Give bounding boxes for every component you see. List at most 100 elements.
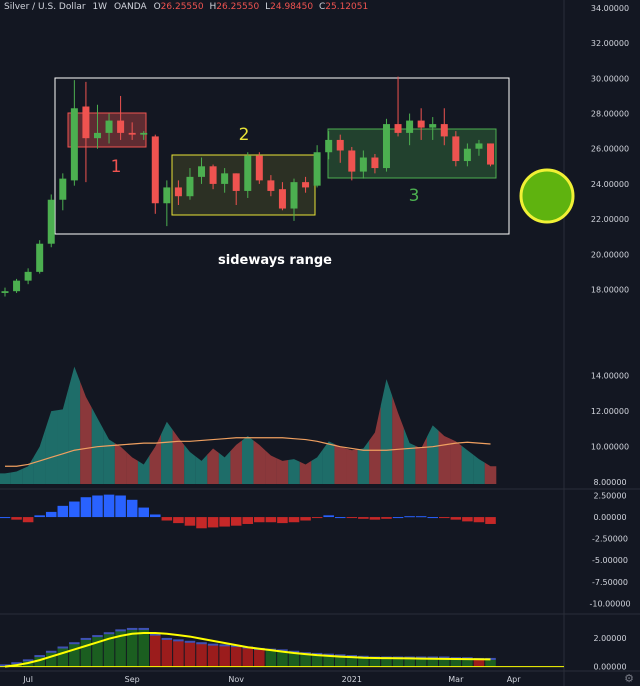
histogram-bar <box>150 635 161 667</box>
time-axis-label: Nov <box>228 675 244 684</box>
high-value: 26.25550 <box>216 2 260 12</box>
candle-body[interactable] <box>302 182 310 188</box>
sideways-range-box[interactable] <box>54 77 510 235</box>
oscillator-bar <box>439 517 450 519</box>
candle-body[interactable] <box>290 182 298 209</box>
candle-body[interactable] <box>198 166 206 177</box>
histogram-cap <box>415 656 427 659</box>
candle-body[interactable] <box>452 136 460 162</box>
candle-body[interactable] <box>186 176 194 197</box>
oscillator-bar <box>11 517 22 520</box>
histogram-cap <box>184 640 196 643</box>
candle-body[interactable] <box>82 106 90 139</box>
histogram-cap <box>11 662 22 665</box>
candle-body[interactable] <box>13 280 21 292</box>
oscillator-bar <box>265 517 277 523</box>
candle-body[interactable] <box>406 120 414 133</box>
time-axis-label: Sep <box>125 675 140 684</box>
histogram-cap <box>22 659 34 662</box>
candle-body[interactable] <box>1 291 9 293</box>
candle-body[interactable] <box>36 243 44 272</box>
histogram-cap <box>69 642 80 645</box>
candle-body[interactable] <box>371 157 379 169</box>
histogram-cap <box>126 627 138 630</box>
histogram-cap <box>34 655 45 658</box>
candle-body[interactable] <box>429 124 437 128</box>
candle-body[interactable] <box>313 152 321 186</box>
candle-body[interactable] <box>128 132 136 135</box>
oscillator-bar <box>323 515 334 518</box>
candle-body[interactable] <box>325 139 333 153</box>
candle-body[interactable] <box>117 120 125 133</box>
candle-body[interactable] <box>105 120 113 133</box>
candle-body[interactable] <box>348 150 356 172</box>
candle-body[interactable] <box>174 187 182 197</box>
histogram-bar <box>415 658 427 667</box>
candle-body[interactable] <box>244 155 252 191</box>
volume-area-segment <box>241 436 254 484</box>
settings-gear-icon[interactable]: ⚙ <box>624 672 634 685</box>
volume-area-segment <box>426 425 439 484</box>
candle-body[interactable] <box>232 173 240 191</box>
sideways-range-label: sideways range <box>218 253 332 268</box>
candle-body[interactable] <box>417 120 425 128</box>
target-circle[interactable] <box>519 168 575 224</box>
histogram-bar <box>334 655 346 667</box>
chart-header: Silver / U.S. Dollar 1W OANDA O26.25550 … <box>4 2 371 12</box>
candle-body[interactable] <box>487 143 495 165</box>
histogram-bar <box>230 646 242 667</box>
volume-area-segment <box>22 456 34 484</box>
volume-area-segment <box>438 430 451 484</box>
volume-area-segment <box>299 460 312 484</box>
candle-body[interactable] <box>24 271 32 281</box>
histogram-bar <box>92 636 103 667</box>
candle-body[interactable] <box>163 187 171 204</box>
candle-body[interactable] <box>382 124 390 169</box>
candle-body[interactable] <box>93 132 101 139</box>
candle-body[interactable] <box>278 189 286 209</box>
volume-area-segment <box>137 455 150 484</box>
symbol-title[interactable]: Silver / U.S. Dollar <box>4 2 86 12</box>
candle-body[interactable] <box>221 173 229 184</box>
volume-area-segment <box>230 440 242 484</box>
histogram-bar <box>404 658 415 667</box>
price-axis-label: 22.00000 <box>591 215 629 224</box>
candle-body[interactable] <box>59 178 67 200</box>
oscillator-bar <box>473 517 485 523</box>
candle-body[interactable] <box>359 157 367 172</box>
volume-area-segment <box>114 443 127 484</box>
candle-body[interactable] <box>394 124 402 133</box>
histogram-bar <box>69 643 80 667</box>
candle-body[interactable] <box>151 136 159 204</box>
interval-label[interactable]: 1W <box>92 2 108 12</box>
candle-body[interactable] <box>267 180 275 191</box>
oscillator-bar <box>0 517 11 519</box>
candle-body[interactable] <box>209 166 217 184</box>
histogram-bar <box>427 658 438 667</box>
candle-body[interactable] <box>336 139 344 151</box>
volume-area-segment <box>57 388 69 484</box>
volume-area-segment <box>172 429 185 484</box>
oscillator-bar <box>381 517 392 519</box>
histogram-bar <box>184 642 196 667</box>
histogram-bar <box>439 658 450 667</box>
low-value: 24.98450 <box>270 2 314 12</box>
histogram-bar <box>115 630 126 667</box>
candle-body[interactable] <box>70 108 78 181</box>
candle-body[interactable] <box>463 148 471 162</box>
candle-body[interactable] <box>140 132 148 135</box>
candle-body[interactable] <box>475 143 483 149</box>
volume-area-segment <box>68 366 81 484</box>
oscillator-bar <box>242 517 254 524</box>
candle-body[interactable] <box>440 124 448 137</box>
volume-area-segment <box>33 428 46 484</box>
candle-body[interactable] <box>255 155 263 181</box>
candle-body[interactable] <box>47 199 55 244</box>
oscillator-bar <box>311 517 323 519</box>
histogram-bar <box>103 633 115 667</box>
oscillator-bar <box>450 517 462 520</box>
volume-area-segment <box>288 459 300 484</box>
histogram-cap <box>115 629 126 632</box>
histogram-cap <box>0 664 11 667</box>
